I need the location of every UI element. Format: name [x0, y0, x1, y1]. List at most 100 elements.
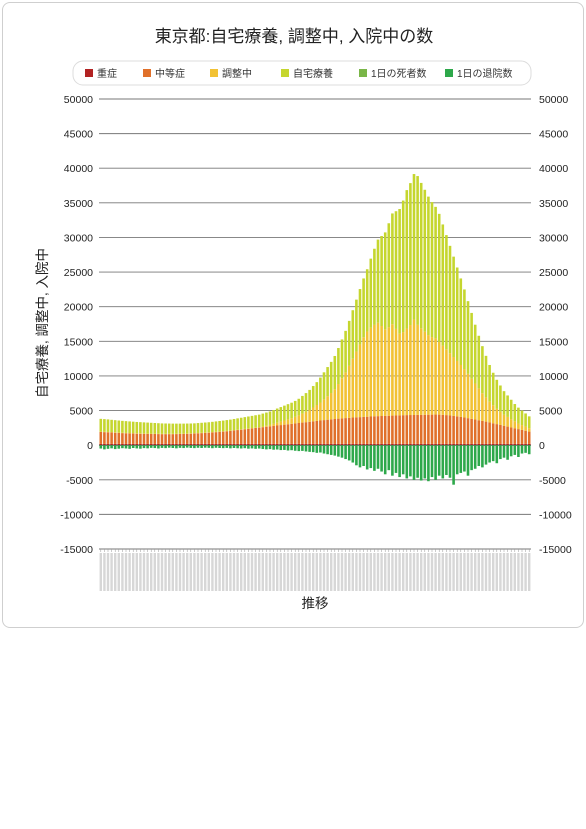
bar-segment [200, 445, 203, 448]
bar-segment [329, 445, 333, 455]
bar-segment [463, 369, 466, 418]
bar-segment [513, 445, 517, 455]
bar-segment [499, 424, 502, 444]
bar-segment [135, 443, 139, 446]
bar-segment [315, 420, 319, 444]
bar-segment [337, 348, 340, 385]
x-tick-label [178, 553, 182, 591]
x-tick-label [153, 553, 156, 591]
bar-segment [394, 445, 398, 473]
bar-segment [128, 445, 131, 449]
bar-segment [365, 331, 369, 417]
bar-segment [445, 443, 448, 446]
legend-label: 重症 [97, 67, 117, 80]
x-tick-label [412, 553, 416, 591]
bar-segment [513, 428, 517, 444]
x-tick-label [477, 553, 480, 591]
y-tick-label-right: 50000 [539, 94, 568, 106]
bar-segment [257, 445, 261, 449]
bar-segment [448, 245, 452, 354]
bar-segment [265, 426, 268, 444]
x-tick-label [204, 553, 207, 591]
bar-segment [513, 421, 517, 429]
bar-segment [311, 443, 315, 446]
x-tick-label [430, 553, 434, 591]
bar-segment [117, 445, 121, 449]
bar-segment [286, 445, 290, 451]
x-tick-label [283, 553, 286, 591]
bar-segment [337, 418, 340, 444]
x-tick-label [495, 553, 498, 591]
bar-segment [182, 433, 185, 444]
bar-segment [412, 414, 416, 444]
bar-segment [401, 332, 405, 416]
y-tick-label: 10000 [64, 371, 93, 383]
y-tick-label-right: 40000 [539, 163, 568, 175]
bar-segment [135, 445, 139, 449]
bar-segment [484, 443, 488, 446]
bar-segment [290, 418, 293, 424]
bar-segment [185, 433, 189, 444]
bar-segment [283, 405, 286, 421]
bar-segment [207, 432, 211, 444]
bar-segment [430, 443, 434, 446]
bar-segment [229, 443, 232, 446]
bar-segment [272, 443, 275, 446]
bar-segment [160, 443, 164, 446]
bar-segment [394, 443, 398, 446]
bar-segment [441, 224, 445, 346]
bar-segment [311, 421, 315, 444]
bar-segment [293, 445, 297, 451]
bar-segment [506, 395, 509, 417]
bar-segment [509, 427, 513, 444]
bar-segment [394, 415, 398, 444]
bar-segment [427, 335, 430, 415]
bar-segment [329, 393, 333, 420]
y-tick-label: 0 [87, 440, 93, 452]
bar-segment [333, 445, 337, 456]
bar-segment [189, 433, 193, 444]
bar-segment [459, 278, 463, 365]
bar-segment [157, 445, 160, 449]
x-tick-label [182, 553, 185, 591]
bar-segment [405, 415, 409, 444]
y-tick-label: 35000 [64, 198, 93, 210]
bar-segment [211, 445, 214, 449]
bar-segment [275, 443, 279, 446]
bar-segment [466, 443, 470, 446]
bar-segment [164, 423, 167, 434]
bar-segment [452, 415, 455, 444]
bar-segment [488, 401, 491, 423]
bar-segment [369, 416, 373, 444]
bar-segment [283, 445, 286, 450]
x-tick-label [448, 553, 452, 591]
bar-segment [495, 445, 499, 464]
bar-segment [178, 423, 182, 434]
bar-segment [265, 425, 268, 427]
bar-segment [506, 445, 509, 460]
bar-segment [319, 445, 322, 453]
bar-segment [398, 445, 401, 478]
bar-segment [142, 422, 146, 434]
x-tick-label [398, 553, 401, 591]
bar-segment [214, 421, 218, 432]
bar-segment [362, 445, 365, 466]
bar-segment [171, 445, 175, 448]
bar-segment [520, 429, 524, 444]
bar-segment [484, 355, 488, 398]
bar-segment [333, 389, 337, 419]
bar-segment [297, 398, 301, 416]
x-tick-label [301, 553, 304, 591]
y-tick-label: 20000 [64, 302, 93, 314]
bar-segment [207, 422, 211, 433]
bar-segment [236, 445, 239, 449]
bar-segment [146, 422, 149, 434]
y-tick-label: 50000 [64, 94, 93, 106]
x-tick-label [423, 553, 426, 591]
bar-segment [459, 443, 463, 446]
x-tick-label [225, 553, 228, 591]
bar-segment [365, 269, 369, 332]
bar-segment [124, 443, 128, 446]
bar-segment [434, 445, 437, 480]
bar-segment [520, 443, 524, 446]
